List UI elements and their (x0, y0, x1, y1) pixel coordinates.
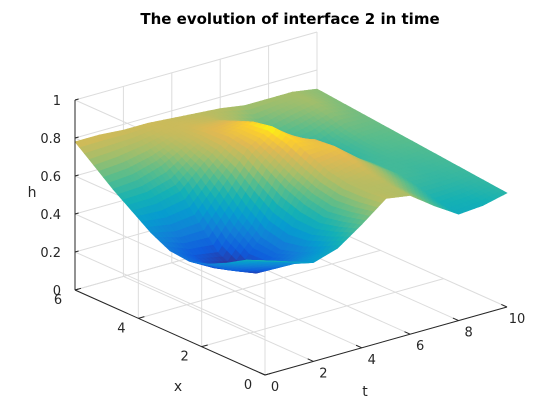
chart-title: The evolution of interface 2 in time (140, 10, 439, 28)
y-axis-label: x (174, 379, 182, 395)
y-tick (138, 317, 144, 319)
y-tick-label: 0 (244, 378, 252, 393)
z-tick-label: 0.2 (40, 246, 61, 261)
x-tick (259, 372, 265, 375)
y-tick (202, 345, 208, 347)
x-tick (453, 318, 459, 321)
z-tick-label: 0.6 (40, 170, 61, 185)
x-axis-line (265, 307, 507, 375)
x-tick-label: 2 (319, 366, 327, 381)
y-tick-label: 4 (117, 321, 125, 336)
x-axis-label: t (362, 384, 368, 400)
z-tick-label: 1 (53, 94, 61, 109)
x-tick-label: 4 (368, 353, 376, 368)
z-tick-label: 0.4 (40, 208, 61, 223)
z-axis-label: h (28, 185, 37, 201)
y-axis-line (75, 290, 265, 375)
z-tick (75, 213, 79, 214)
floor-grid-line (172, 263, 362, 348)
surface-mesh (75, 89, 507, 273)
floor-grid-line (123, 276, 313, 361)
x-tick (501, 304, 507, 307)
z-tick (75, 137, 79, 138)
x-tick (356, 345, 362, 348)
z-tick-label: 0.8 (40, 132, 61, 147)
y-tick (265, 373, 271, 375)
x-tick (308, 359, 314, 362)
x-tick-label: 0 (271, 380, 279, 395)
x-tick-label: 6 (416, 339, 424, 354)
z-tick (75, 289, 79, 290)
z-tick-label: 0 (53, 284, 61, 299)
x-tick-label: 8 (464, 326, 472, 341)
z-tick (75, 99, 79, 100)
floor-grid-line (202, 279, 444, 347)
y-tick-label: 2 (181, 350, 189, 365)
z-tick (75, 175, 79, 176)
z-tick (75, 251, 79, 252)
back-wall-grid-line (75, 32, 317, 100)
x-tick-label: 10 (509, 312, 526, 327)
x-tick (405, 332, 411, 335)
